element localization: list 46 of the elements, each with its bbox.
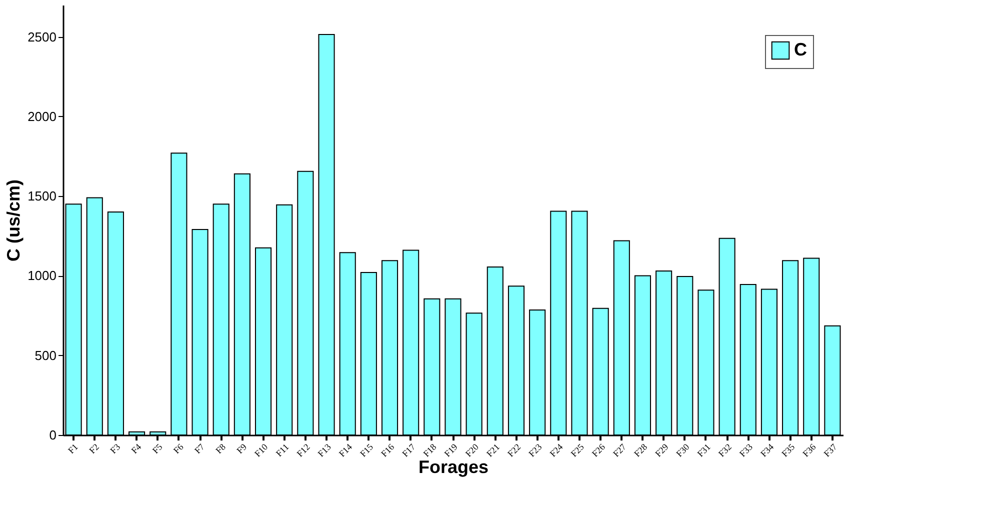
x-tick-label: F4 bbox=[129, 441, 144, 456]
x-tick-label: F30 bbox=[674, 441, 692, 459]
x-axis-title: Forages bbox=[418, 456, 489, 477]
x-tick-label: F19 bbox=[442, 441, 460, 459]
x-tick-label: F2 bbox=[87, 442, 101, 456]
x-tick-label: F24 bbox=[548, 441, 566, 459]
x-tick-label: F23 bbox=[526, 441, 544, 459]
x-tick-label: F17 bbox=[400, 441, 418, 459]
y-tick-label: 1000 bbox=[28, 268, 56, 284]
y-axis-title: C (us/cm) bbox=[4, 179, 24, 262]
x-tick-label: F27 bbox=[611, 441, 628, 459]
x-tick-label: F28 bbox=[632, 441, 650, 459]
y-tick-label: 1500 bbox=[28, 188, 56, 204]
x-tick-label: F34 bbox=[758, 441, 776, 459]
x-tick-label: F16 bbox=[379, 441, 396, 459]
x-tick-label: F10 bbox=[252, 441, 270, 459]
x-tick-label: F20 bbox=[463, 441, 481, 459]
x-tick-label: F33 bbox=[738, 441, 755, 459]
x-tick-label: F26 bbox=[590, 441, 608, 459]
x-tick-label: F22 bbox=[506, 442, 523, 459]
x-tick-label: F9 bbox=[234, 441, 249, 456]
y-tick-label: 0 bbox=[49, 428, 56, 442]
x-tick-label: F36 bbox=[800, 441, 818, 459]
y-tick-label: 2000 bbox=[28, 108, 56, 124]
x-tick-label: F14 bbox=[336, 441, 354, 459]
x-tick-label: F31 bbox=[695, 442, 712, 459]
x-tick-label: F3 bbox=[108, 441, 122, 456]
legend-label: C bbox=[794, 40, 807, 60]
x-tick-label: F5 bbox=[150, 441, 165, 456]
x-tick-label: F11 bbox=[274, 442, 291, 459]
x-tick-label: F6 bbox=[172, 441, 186, 456]
y-tick-label: 2500 bbox=[28, 29, 56, 44]
x-tick-label: F12 bbox=[294, 442, 312, 459]
x-tick-label: F25 bbox=[568, 441, 586, 459]
x-tick-label: F8 bbox=[214, 441, 228, 456]
x-tick-label: F18 bbox=[421, 441, 439, 459]
x-tick-label: F13 bbox=[316, 441, 334, 459]
y-tick-label: 500 bbox=[34, 348, 56, 363]
x-tick-label: F7 bbox=[192, 441, 207, 456]
x-tick-label: F21 bbox=[484, 442, 502, 459]
x-tick-label: F32 bbox=[716, 442, 734, 459]
x-tick-label: F29 bbox=[653, 441, 671, 459]
x-tick-label: F1 bbox=[66, 442, 80, 456]
x-tick-label: F35 bbox=[780, 441, 798, 459]
x-tick-label: F15 bbox=[358, 441, 376, 459]
x-tick-label: F37 bbox=[822, 441, 840, 459]
